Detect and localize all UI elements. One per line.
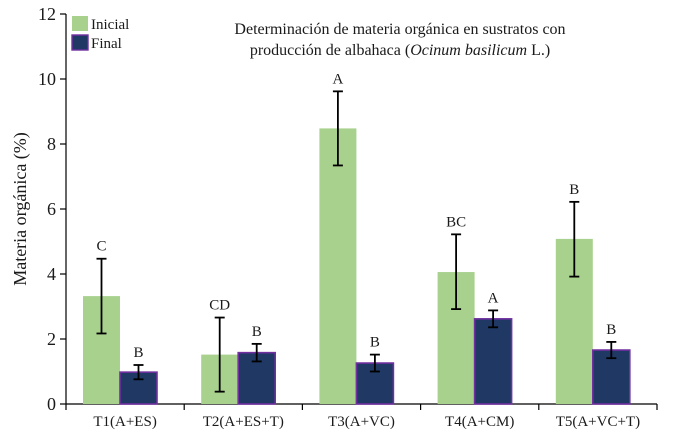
significance-label: B [133, 345, 143, 361]
chart-title: Determinación de materia orgánica en sus… [234, 21, 565, 59]
title-line: Determinación de materia orgánica en sus… [234, 21, 565, 38]
legend-label: Inicial [91, 17, 129, 33]
legend-label: Final [91, 36, 122, 52]
legend-swatch-final [71, 34, 89, 51]
y-ticks: 0 2 4 6 8 10 12 [38, 4, 66, 414]
significance-label: A [488, 290, 499, 306]
title-segment: producción de albahaca ( [250, 42, 410, 59]
y-tick-label: 4 [47, 264, 56, 284]
title-segment: L.) [527, 42, 550, 59]
y-tick-label: 6 [47, 199, 56, 219]
y-tick-label: 2 [47, 329, 56, 349]
bars [83, 128, 631, 405]
legend-swatch-inicial [72, 16, 88, 31]
x-tick-label: T4(A+CM) [445, 414, 514, 430]
y-tick-label: 8 [47, 134, 56, 154]
title-segment: Ocinum basilicum [410, 42, 527, 59]
significance-label: B [252, 324, 262, 340]
x-tick-label: T1(A+ES) [93, 414, 156, 430]
legend: Inicial Final [71, 16, 129, 52]
significance-label: C [96, 239, 106, 255]
x-ticks: T1(A+ES) T2(A+ES+T) T3(A+VC) T4(A+CM) T5(A+V… [65, 404, 658, 430]
significance-label: B [569, 182, 579, 198]
significance-label: B [606, 322, 616, 338]
significance-label: BC [446, 214, 466, 230]
error-bars [96, 90, 617, 393]
y-tick-label: 12 [38, 4, 56, 24]
bar-inicial [319, 128, 357, 404]
y-tick-label: 0 [47, 394, 56, 414]
title-segment: Determinación de materia orgánica en sus… [234, 21, 565, 38]
bar-final [237, 351, 276, 405]
bar-final [473, 318, 513, 405]
significance-label: B [370, 335, 380, 351]
x-tick-label: T2(A+ES+T) [203, 414, 284, 430]
significance-label: A [332, 71, 343, 87]
x-tick-label: T5(A+VC+T) [556, 414, 640, 430]
bar-final [355, 362, 395, 405]
x-tick-label: T3(A+VC) [328, 414, 395, 430]
y-tick-label: 10 [38, 69, 56, 89]
title-line: producción de albahaca (Ocinum basilicum… [250, 42, 550, 59]
significance-label: CD [209, 298, 230, 314]
y-axis-label: Materia orgánica (%) [10, 132, 31, 286]
significance-labels: C CD A BC B B B B A B [96, 71, 616, 361]
